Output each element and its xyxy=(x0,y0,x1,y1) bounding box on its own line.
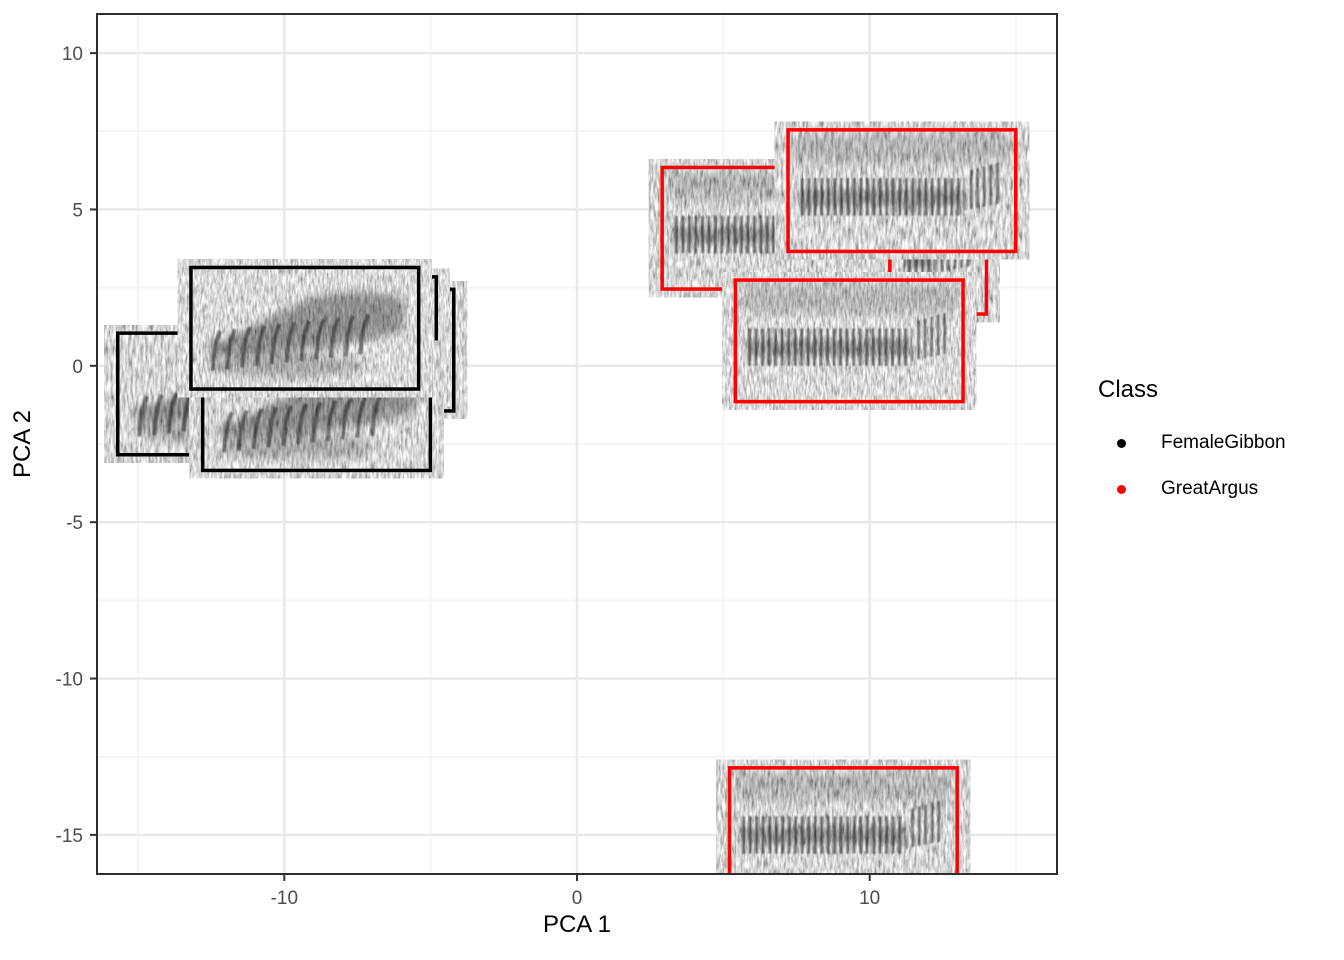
spectrogram-point-GreatArgus xyxy=(733,278,965,404)
y-tick-label: -15 xyxy=(56,826,83,847)
x-tick-label: -10 xyxy=(271,888,298,909)
y-tick-label: -5 xyxy=(66,513,83,534)
y-tick-label: 0 xyxy=(72,357,83,378)
spectrogram-border xyxy=(727,766,959,874)
legend-title: Class xyxy=(1098,376,1159,403)
legend-items: FemaleGibbon GreatArgus xyxy=(1098,428,1344,504)
axis-ticks-and-labels: -10 0 10 10 5 0 -5 -10 -15 xyxy=(56,44,881,909)
legend-item-label: FemaleGibbon xyxy=(1161,432,1286,453)
y-tick-label: -10 xyxy=(56,670,83,691)
spectrogram-border xyxy=(189,265,421,391)
spectrogram-markers xyxy=(116,128,1018,874)
spectrogram-point-GreatArgus xyxy=(786,128,1018,254)
legend-dot-icon xyxy=(1117,484,1126,494)
legend-item-GreatArgus: GreatArgus xyxy=(1098,474,1344,504)
spectrogram-point-FemaleGibbon xyxy=(189,265,421,391)
legend-dot-icon xyxy=(1117,438,1126,448)
legend-item-FemaleGibbon: FemaleGibbon xyxy=(1098,428,1344,458)
x-tick-label: 10 xyxy=(859,888,880,909)
y-tick-label: 10 xyxy=(62,44,83,65)
y-axis-title: PCA 2 xyxy=(9,409,36,479)
legend-item-label: GreatArgus xyxy=(1161,478,1259,499)
spectrogram-border xyxy=(786,128,1018,254)
y-tick-label: 5 xyxy=(72,200,83,221)
x-axis-title: PCA 1 xyxy=(542,911,612,938)
legend: Class FemaleGibbon GreatArgus xyxy=(1098,376,1344,504)
spectrogram-point-GreatArgus xyxy=(727,766,959,874)
spectrogram-border xyxy=(733,278,965,404)
x-tick-label: 0 xyxy=(572,888,583,909)
